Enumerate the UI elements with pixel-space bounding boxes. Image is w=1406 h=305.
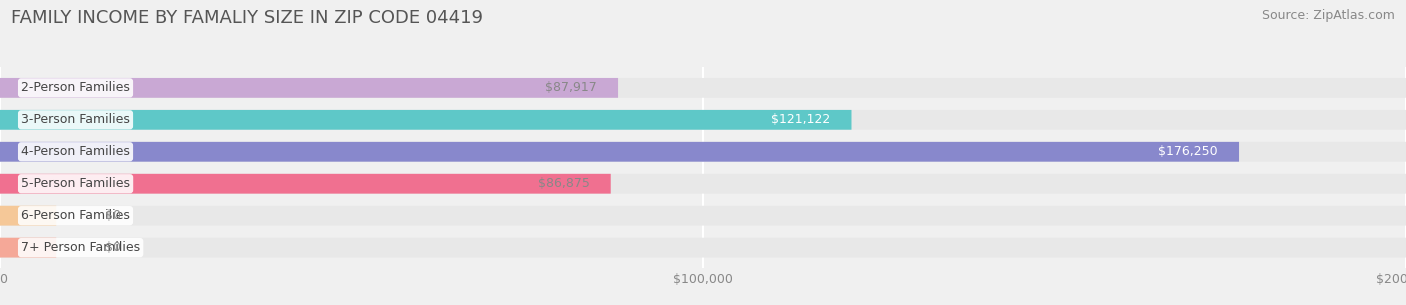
Text: $87,917: $87,917 [546,81,598,94]
Text: 7+ Person Families: 7+ Person Families [21,241,141,254]
Text: FAMILY INCOME BY FAMALIY SIZE IN ZIP CODE 04419: FAMILY INCOME BY FAMALIY SIZE IN ZIP COD… [11,9,484,27]
Text: $176,250: $176,250 [1159,145,1218,158]
Text: $0: $0 [105,209,121,222]
FancyBboxPatch shape [0,142,1239,162]
FancyBboxPatch shape [0,206,1406,226]
Text: $86,875: $86,875 [537,177,589,190]
FancyBboxPatch shape [0,238,56,257]
Text: $0: $0 [105,241,121,254]
FancyBboxPatch shape [0,110,1406,130]
Text: 4-Person Families: 4-Person Families [21,145,129,158]
Text: 5-Person Families: 5-Person Families [21,177,131,190]
Text: Source: ZipAtlas.com: Source: ZipAtlas.com [1261,9,1395,22]
FancyBboxPatch shape [0,174,610,194]
FancyBboxPatch shape [0,206,56,226]
FancyBboxPatch shape [0,78,619,98]
FancyBboxPatch shape [0,78,1406,98]
FancyBboxPatch shape [0,110,852,130]
FancyBboxPatch shape [0,174,1406,194]
Text: 3-Person Families: 3-Person Families [21,113,129,126]
FancyBboxPatch shape [0,238,1406,257]
Text: 6-Person Families: 6-Person Families [21,209,129,222]
FancyBboxPatch shape [0,142,1406,162]
Text: 2-Person Families: 2-Person Families [21,81,129,94]
Text: $121,122: $121,122 [770,113,831,126]
